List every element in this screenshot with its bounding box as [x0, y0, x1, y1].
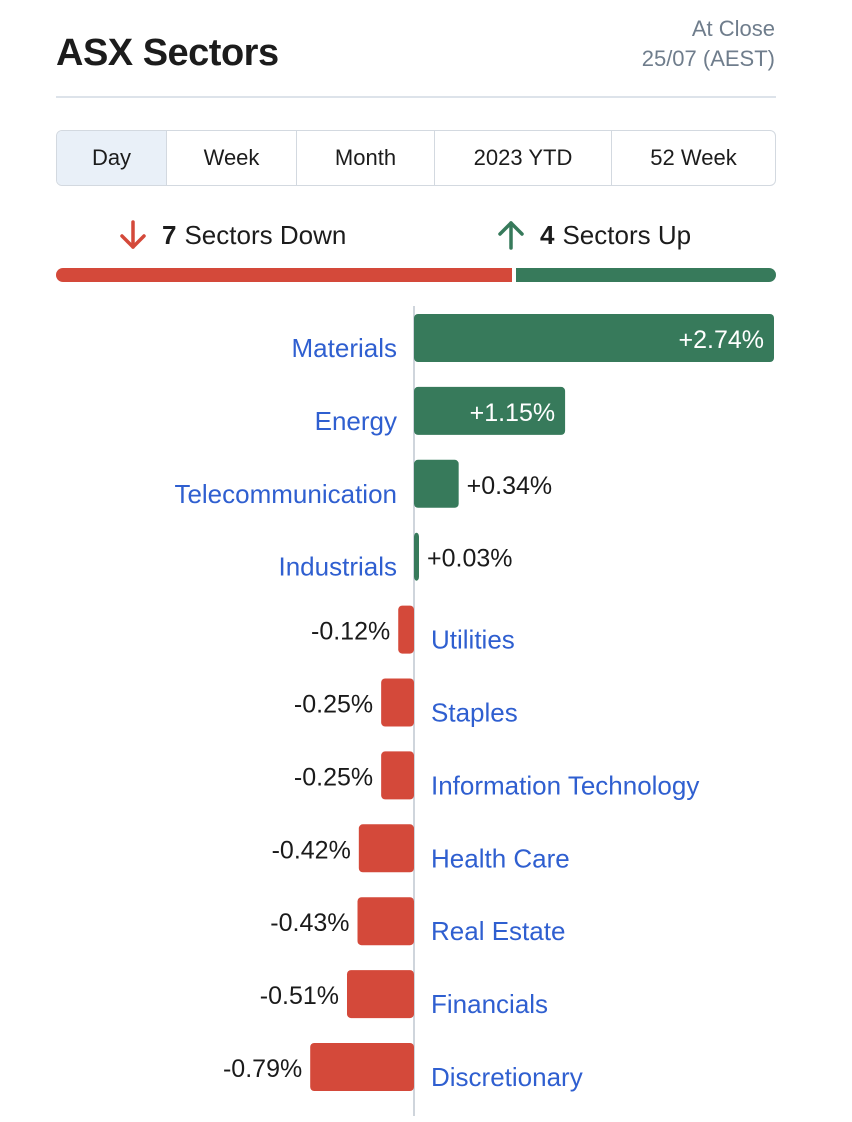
bar-utilities — [398, 605, 414, 654]
sector-link-staples[interactable]: Staples — [431, 698, 518, 728]
bar-value-label: -0.79% — [223, 1055, 302, 1083]
breadth-bar — [56, 268, 776, 282]
sector-link-industrials[interactable]: Industrials — [279, 552, 398, 582]
tab-52-week[interactable]: 52 Week — [650, 145, 737, 170]
sector-link-utilities[interactable]: Utilities — [431, 625, 515, 655]
arrow-down-icon — [120, 220, 146, 249]
sector-link-real-estate[interactable]: Real Estate — [431, 916, 565, 946]
header-divider — [56, 96, 776, 98]
bar-financials — [346, 970, 414, 1019]
bar-value-label: -0.43% — [270, 909, 349, 937]
sector-link-financials[interactable]: Financials — [431, 989, 548, 1019]
bar-value-label: -0.42% — [272, 836, 351, 864]
bar-real-estate — [357, 897, 414, 946]
bar-materials — [414, 314, 774, 362]
bar-value-label: -0.25% — [294, 763, 373, 791]
bar-industrials — [414, 532, 419, 581]
bar-health-care — [358, 824, 414, 873]
tab-week[interactable]: Week — [167, 131, 297, 185]
market-status: At Close 25/07 (AEST) — [642, 14, 775, 74]
sectors-down-summary: 7 Sectors Down — [116, 218, 346, 252]
tab-day[interactable]: Day — [57, 131, 167, 185]
sectors-up-summary: 4 Sectors Up — [494, 218, 691, 252]
sector-link-materials[interactable]: Materials — [292, 333, 397, 363]
sectors-up-label: Sectors Up — [562, 219, 692, 250]
bar-discretionary — [310, 1043, 414, 1091]
sector-link-telecommunication[interactable]: Telecommunication — [174, 479, 397, 509]
breadth-bar-down — [56, 268, 512, 282]
bar-staples — [381, 678, 414, 727]
breadth-bar-up — [516, 268, 776, 282]
bar-telecommunication — [414, 459, 459, 508]
period-tabs: Day Week Month 2023 YTD 52 Week — [56, 130, 776, 186]
bar-energy — [414, 386, 566, 435]
arrow-up-icon — [498, 221, 524, 250]
bar-information-technology — [381, 751, 414, 800]
bar-value-label: -0.51% — [260, 982, 339, 1010]
page-title: ASX Sectors — [56, 32, 279, 74]
bar-value-label: -0.25% — [294, 691, 373, 719]
bar-value-label: +1.15% — [470, 399, 556, 427]
sectors-down-label: Sectors Down — [184, 219, 347, 250]
bar-value-label: +0.34% — [467, 472, 552, 500]
bar-value-label: +2.74% — [679, 326, 765, 354]
status-date: 25/07 (AEST) — [641, 46, 775, 71]
bar-value-label: -0.12% — [311, 618, 390, 646]
bar-value-label: +0.03% — [427, 545, 513, 573]
sectors-down-count: 7 — [162, 219, 177, 250]
sector-link-information-technology[interactable]: Information Technology — [431, 770, 699, 800]
tab-month[interactable]: Month — [297, 131, 435, 185]
tab-2023-ytd[interactable]: 2023 YTD — [435, 131, 612, 185]
sector-link-discretionary[interactable]: Discretionary — [431, 1062, 583, 1092]
sectors-up-count: 4 — [540, 219, 555, 250]
sector-link-energy[interactable]: Energy — [315, 406, 397, 436]
status-label: At Close — [691, 16, 775, 41]
sector-link-health-care[interactable]: Health Care — [431, 843, 570, 873]
